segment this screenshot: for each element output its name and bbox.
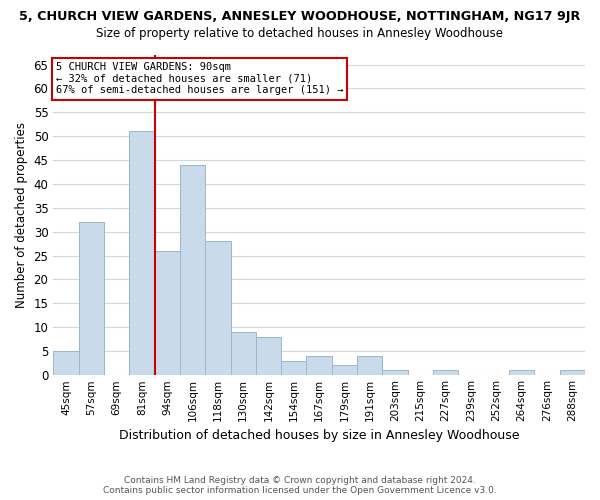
Bar	[79, 222, 104, 375]
Text: Contains HM Land Registry data © Crown copyright and database right 2024.
Contai: Contains HM Land Registry data © Crown c…	[103, 476, 497, 495]
Bar	[281, 360, 307, 375]
Bar	[509, 370, 535, 375]
Bar	[205, 241, 230, 375]
Bar	[155, 250, 180, 375]
Bar	[307, 356, 332, 375]
X-axis label: Distribution of detached houses by size in Annesley Woodhouse: Distribution of detached houses by size …	[119, 430, 520, 442]
Y-axis label: Number of detached properties: Number of detached properties	[15, 122, 28, 308]
Text: Size of property relative to detached houses in Annesley Woodhouse: Size of property relative to detached ho…	[97, 28, 503, 40]
Text: 5, CHURCH VIEW GARDENS, ANNESLEY WOODHOUSE, NOTTINGHAM, NG17 9JR: 5, CHURCH VIEW GARDENS, ANNESLEY WOODHOU…	[19, 10, 581, 23]
Bar	[256, 336, 281, 375]
Bar	[382, 370, 408, 375]
Text: 5 CHURCH VIEW GARDENS: 90sqm
← 32% of detached houses are smaller (71)
67% of se: 5 CHURCH VIEW GARDENS: 90sqm ← 32% of de…	[56, 62, 343, 96]
Bar	[53, 351, 79, 375]
Bar	[230, 332, 256, 375]
Bar	[129, 132, 155, 375]
Bar	[180, 165, 205, 375]
Bar	[357, 356, 382, 375]
Bar	[332, 366, 357, 375]
Bar	[560, 370, 585, 375]
Bar	[433, 370, 458, 375]
